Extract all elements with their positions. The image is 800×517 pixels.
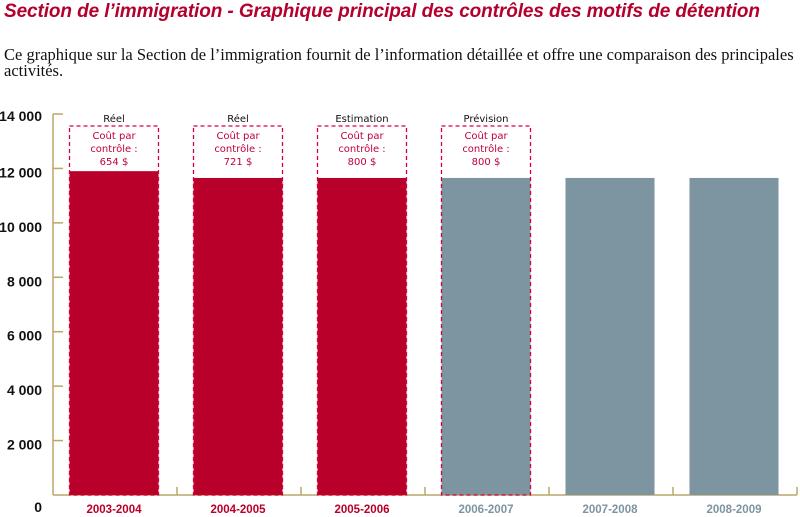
y-tick-label: 4 000 bbox=[7, 382, 42, 398]
y-tick-label: 2 000 bbox=[7, 437, 42, 453]
annotation-box bbox=[192, 125, 284, 496]
cost-value: 654 $ bbox=[100, 157, 129, 168]
x-tick-label: 2006-2007 bbox=[459, 504, 514, 516]
cost-value: 721 $ bbox=[224, 157, 253, 168]
status-label: Réel bbox=[103, 113, 125, 125]
x-tick-label: 2004-2005 bbox=[211, 504, 267, 516]
x-tick-label: 2003-2004 bbox=[87, 504, 143, 516]
y-tick-label: 6 000 bbox=[7, 328, 42, 344]
annotation-box bbox=[440, 125, 532, 496]
y-tick-label: 8 000 bbox=[7, 273, 42, 289]
cost-value: 800 $ bbox=[472, 157, 501, 168]
x-tick-label: 2005-2006 bbox=[335, 504, 390, 516]
y-tick-label: 0 bbox=[34, 499, 42, 515]
chart-title: Section de l’immigration - Graphique pri… bbox=[4, 1, 760, 22]
cost-value: 800 $ bbox=[348, 157, 377, 168]
cost-label-line2: contrôle : bbox=[462, 143, 509, 155]
bar-2005-2006 bbox=[317, 177, 407, 496]
bar-2006-2007 bbox=[441, 177, 531, 496]
y-tick-label: 10 000 bbox=[0, 219, 42, 235]
cost-label-line1: Coût par bbox=[464, 130, 508, 142]
bar-2004-2005 bbox=[193, 177, 283, 496]
status-label: Estimation bbox=[335, 114, 388, 125]
y-tick-label: 14 000 bbox=[0, 108, 42, 124]
cost-label-line2: contrôle : bbox=[338, 143, 385, 155]
y-tick-label: 12 000 bbox=[0, 164, 42, 180]
x-tick-label: 2007-2008 bbox=[583, 504, 639, 516]
status-label: Réel bbox=[227, 113, 249, 125]
status-label: Prévision bbox=[463, 113, 508, 125]
cost-label-line2: contrôle : bbox=[214, 143, 261, 155]
chart-description: Ce graphique sur la Section de l’immigra… bbox=[4, 45, 794, 80]
cost-label-line1: Coût par bbox=[216, 130, 260, 142]
annotation-box bbox=[68, 125, 160, 496]
annotation-box bbox=[316, 125, 408, 496]
bar-2003-2004 bbox=[69, 171, 159, 495]
cost-label-line2: contrôle : bbox=[90, 143, 137, 155]
cost-label-line1: Coût par bbox=[340, 130, 384, 142]
bar-2008-2009 bbox=[689, 177, 779, 496]
cost-label-line1: Coût par bbox=[92, 130, 136, 142]
bar-2007-2008 bbox=[565, 177, 655, 496]
x-tick-label: 2008-2009 bbox=[707, 504, 762, 516]
